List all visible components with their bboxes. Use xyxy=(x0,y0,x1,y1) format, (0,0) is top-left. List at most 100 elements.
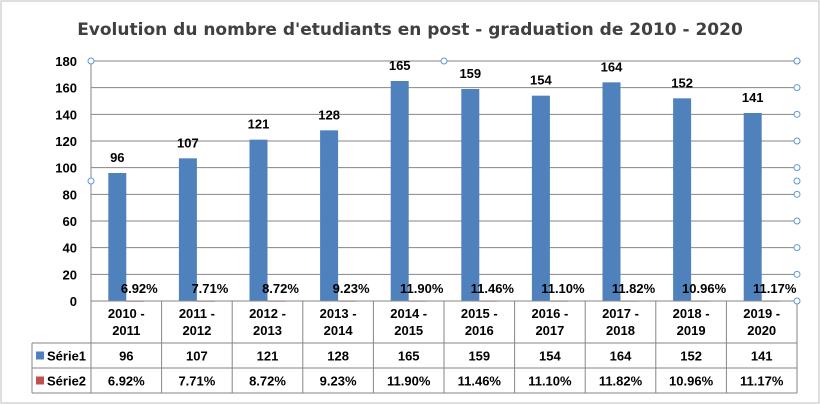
table-cell-serie2: 7.71% xyxy=(178,374,215,389)
table-cell-serie1: 121 xyxy=(257,349,279,364)
x-category-label-line: 2012 - xyxy=(249,306,286,321)
data-label-serie1: 164 xyxy=(601,59,623,74)
x-category-label-line: 2011 - xyxy=(179,306,215,321)
legend-entry: Série1 xyxy=(47,349,86,364)
table-cell-serie2: 11.90% xyxy=(387,374,431,389)
selection-handle[interactable] xyxy=(793,217,801,225)
x-category-label-line: 2012 xyxy=(182,323,211,338)
table-cell-serie2: 8.72% xyxy=(249,374,286,389)
table-cell-serie1: 154 xyxy=(539,349,561,364)
data-table: 2010 - 2011 2011 - 2012 2012 - 2013 2013 - 2014… xyxy=(31,300,798,394)
y-tick-label: 60 xyxy=(63,214,77,229)
x-category-label: 2010 - 2011 xyxy=(108,306,145,338)
bar-serie1 xyxy=(602,82,621,301)
y-tick-label: 140 xyxy=(55,107,77,122)
bar-serie1 xyxy=(743,113,762,301)
selection-handle[interactable] xyxy=(87,57,95,65)
x-category-label-line: 2015 - xyxy=(461,306,498,321)
bar-serie1 xyxy=(390,81,409,301)
bar-serie1 xyxy=(320,130,339,301)
selection-handle[interactable] xyxy=(793,137,801,145)
x-category-label-line: 2010 - xyxy=(108,306,145,321)
x-category-label-line: 2018 - xyxy=(673,306,710,321)
bar-serie1 xyxy=(531,95,550,302)
x-category-label-line: 2014 xyxy=(324,323,354,338)
x-category-label: 2011 - 2012 xyxy=(179,306,215,338)
selection-handle[interactable] xyxy=(793,297,801,305)
data-label-serie2: 6.92% xyxy=(121,281,158,296)
x-category-label-line: 2019 - xyxy=(743,306,780,321)
bar-serie1 xyxy=(249,139,268,301)
data-label-serie1: 152 xyxy=(671,75,693,90)
table-cell-serie2: 10.96% xyxy=(669,374,714,389)
table-cell-serie1: 107 xyxy=(186,349,208,364)
bars xyxy=(108,81,780,302)
table-cell-serie2: 11.82% xyxy=(599,374,643,389)
data-label-serie1: 159 xyxy=(459,66,481,81)
x-category-label-line: 2013 xyxy=(253,323,282,338)
legend-key xyxy=(36,376,44,385)
selection-handle[interactable] xyxy=(793,164,801,172)
x-category-label: 2018 - 2019 xyxy=(673,306,710,338)
table-cell-serie1: 96 xyxy=(119,349,133,364)
x-category-label-line: 2013 - xyxy=(320,306,357,321)
selection-handle[interactable] xyxy=(793,110,801,118)
selection-handle[interactable] xyxy=(793,190,801,198)
x-category-label-line: 2016 - xyxy=(531,306,568,321)
data-label-serie1: 141 xyxy=(742,90,764,105)
table-cell-serie2: 11.46% xyxy=(458,374,502,389)
table-cell-serie1: 159 xyxy=(468,349,490,364)
x-category-label: 2014 - 2015 xyxy=(390,306,427,338)
data-label-serie1: 165 xyxy=(389,58,411,73)
x-category-label: 2015 - 2016 xyxy=(461,306,498,338)
x-category-label-line: 2017 xyxy=(535,323,564,338)
y-tick-label: 180 xyxy=(55,54,77,69)
data-label-serie1: 154 xyxy=(530,73,552,88)
x-category-label-line: 2016 xyxy=(465,323,494,338)
table-cell-serie2: 11.17% xyxy=(740,374,784,389)
selection-handle[interactable] xyxy=(793,177,801,185)
legend-entry: Série2 xyxy=(47,374,86,389)
data-label-serie2: 11.46% xyxy=(471,281,515,296)
data-label-serie2: 11.10% xyxy=(541,281,585,296)
x-category-label: 2017 - 2018 xyxy=(602,306,639,338)
x-category-label-line: 2011 xyxy=(112,323,140,338)
selection-handle[interactable] xyxy=(793,244,801,252)
y-tick-label: 40 xyxy=(63,241,77,256)
y-tick-label: 160 xyxy=(55,81,77,96)
selection-handle[interactable] xyxy=(440,57,448,65)
table-cell-serie1: 128 xyxy=(327,349,349,364)
chart-title: Evolution du nombre d'etudiants en post … xyxy=(77,20,743,40)
data-label-serie2: 8.72% xyxy=(262,281,299,296)
table-cell-serie2: 11.10% xyxy=(528,374,572,389)
data-label-serie1: 121 xyxy=(248,117,270,132)
data-label-serie2: 11.90% xyxy=(400,281,444,296)
table-cell-serie1: 165 xyxy=(398,349,420,364)
y-tick-label: 0 xyxy=(70,294,77,309)
selection-handle[interactable] xyxy=(793,84,801,92)
selection-handles xyxy=(87,57,801,305)
table-cell-serie2: 9.23% xyxy=(320,374,357,389)
data-label-serie2: 7.71% xyxy=(191,281,228,296)
selection-handle[interactable] xyxy=(87,177,95,185)
y-tick-label: 120 xyxy=(55,134,77,149)
x-category-label-line: 2019 xyxy=(677,323,706,338)
bar-serie1 xyxy=(461,89,480,301)
bar-serie1 xyxy=(673,98,692,301)
data-label-serie1: 96 xyxy=(110,150,124,165)
table-cell-serie1: 152 xyxy=(680,349,702,364)
bar-serie1 xyxy=(108,173,127,301)
x-category-label-line: 2020 xyxy=(747,323,776,338)
bar-serie1 xyxy=(178,158,197,301)
selection-handle[interactable] xyxy=(793,57,801,65)
y-tick-label: 100 xyxy=(55,161,77,176)
x-category-label: 2012 - 2013 xyxy=(249,306,286,338)
x-category-label-line: 2017 - xyxy=(602,306,639,321)
data-label-serie2: 10.96% xyxy=(682,281,727,296)
data-labels: 96 6.92% 107 7.71% 121 8.72% 128 9.23% 165 11.90%… xyxy=(110,58,797,296)
table-cell-serie1: 141 xyxy=(751,349,773,364)
x-category-label-line: 2018 xyxy=(606,323,635,338)
selection-handle[interactable] xyxy=(793,270,801,278)
